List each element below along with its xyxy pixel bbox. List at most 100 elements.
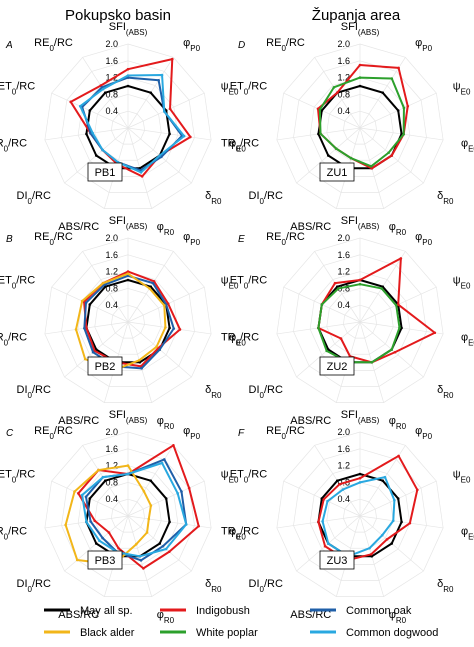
data-point-black-alder	[164, 326, 167, 329]
data-point-common-dogwood	[184, 523, 188, 526]
legend-item-white-poplar: White poplar	[160, 627, 258, 639]
axis-label: DI0/RC	[17, 190, 51, 206]
data-point-may-all-sp	[138, 360, 142, 364]
data-point-common-dogwood	[101, 148, 104, 152]
data-point-white-poplar	[370, 360, 374, 364]
axis-label: φP0	[415, 425, 432, 441]
axis-label: φP0	[415, 37, 432, 53]
axis-label: ET0/RC	[230, 81, 268, 97]
panel-id: ZU1	[327, 167, 348, 179]
data-point-black-alder	[74, 328, 78, 331]
data-point-indigobush	[397, 66, 400, 70]
axis-label: RE0/RC	[34, 231, 73, 247]
data-point-may-all-sp	[390, 542, 394, 545]
axis-label: φE0	[229, 138, 246, 154]
data-point-indigobush	[390, 154, 394, 157]
data-point-indigobush	[399, 257, 403, 260]
axis-label: φR0	[157, 415, 175, 431]
axis-label: DI0/RC	[249, 190, 283, 206]
axis-label: φE0	[461, 332, 474, 348]
data-point-common-dogwood	[160, 73, 164, 77]
axis-label: δR0	[437, 384, 454, 400]
data-point-indigobush	[189, 135, 192, 139]
tick-label: 1.6	[337, 444, 350, 454]
data-point-indigobush	[187, 486, 191, 490]
data-point-black-alder	[101, 281, 105, 285]
panel-id: PB1	[95, 167, 116, 179]
tick-label: 0.8	[105, 477, 118, 487]
data-point-may-all-sp	[164, 497, 168, 500]
panel-id-box	[87, 162, 123, 182]
data-point-common-dogwood	[341, 488, 345, 491]
data-point-white-poplar	[334, 147, 338, 150]
tick-label: 1.2	[105, 461, 118, 471]
grid-ring	[44, 237, 212, 403]
data-point-indigobush	[385, 538, 389, 541]
legend-item-may-all-sp: May all sp.	[44, 605, 133, 617]
grid-ring	[61, 254, 195, 387]
tick-label: 2.0	[337, 233, 350, 243]
data-point-indigobush	[358, 278, 362, 282]
axis-label: φP0	[183, 37, 200, 53]
data-point-common-oak	[163, 458, 166, 461]
axis-label: φR0	[389, 415, 407, 431]
axis-label: δR0	[205, 190, 222, 206]
series-line-common-dogwood	[81, 462, 188, 558]
data-point-indigobush	[197, 524, 200, 528]
axis-label: ET0/RC	[0, 469, 35, 485]
data-point-common-dogwood	[162, 110, 166, 113]
data-point-may-all-sp	[168, 326, 171, 330]
data-point-white-poplar	[369, 164, 373, 168]
legend-label: Black alder	[80, 627, 135, 639]
data-point-may-all-sp	[158, 542, 162, 545]
axis-label: ET0/RC	[0, 275, 35, 291]
data-point-may-all-sp	[396, 497, 400, 500]
data-point-common-dogwood	[391, 519, 395, 523]
grid-ring	[111, 110, 145, 145]
axis-label: ABS/RC	[58, 609, 99, 621]
data-point-common-dogwood	[176, 492, 179, 495]
series-line-indigobush	[317, 257, 436, 364]
data-point-common-dogwood	[101, 87, 105, 91]
axis-label: ψE0	[453, 469, 471, 485]
legend-item-black-alder: Black alder	[44, 627, 135, 639]
panel-id-box	[319, 550, 355, 570]
radar-panel-c: 0.4 0.8 1.2 1.6 2.0 SFI(ABS) φP0 ψE0 φE0 δR0 φR0 AB…	[0, 409, 246, 624]
legend: May all sp. Indigobush Common oak Black ald…	[44, 605, 438, 639]
data-point-indigobush	[369, 552, 373, 556]
axis-label: TR0/RC	[221, 332, 259, 348]
data-point-indigobush	[107, 531, 111, 534]
data-point-white-poplar	[358, 76, 362, 79]
data-point-black-alder	[83, 357, 87, 361]
axis-label: TR0/RC	[0, 526, 27, 542]
data-point-may-all-sp	[335, 479, 339, 482]
data-point-common-oak	[172, 327, 176, 330]
tick-label: 0.4	[337, 494, 350, 504]
grid-ring	[94, 94, 162, 161]
axis-label: ET0/RC	[230, 469, 268, 485]
data-point-white-poplar	[390, 348, 394, 351]
data-point-white-poplar	[358, 282, 362, 286]
radar-panel-d: 0.4 0.8 1.2 1.6 2.0 SFI(ABS) φP0 ψE0 φE0 δR0 φR0 AB…	[221, 21, 474, 236]
data-point-common-dogwood	[383, 475, 387, 479]
data-point-common-dogwood	[321, 520, 324, 523]
data-point-may-all-sp	[126, 84, 130, 88]
data-point-common-dogwood	[160, 461, 164, 465]
axis-label: RE0/RC	[266, 37, 305, 53]
tick-label: 0.8	[105, 89, 118, 99]
axis-label: φP0	[183, 231, 200, 247]
panel-id-box	[319, 162, 355, 182]
data-point-indigobush	[168, 107, 172, 111]
data-point-common-dogwood	[326, 499, 329, 503]
data-point-white-poplar	[394, 304, 398, 307]
data-point-black-alder	[73, 490, 76, 493]
axis-label: ψE0	[221, 275, 239, 291]
data-point-may-all-sp	[370, 554, 374, 558]
legend-label: Indigobush	[196, 605, 250, 617]
data-point-black-alder	[126, 464, 130, 467]
tick-label: 0.4	[337, 300, 350, 310]
legend-item-common-oak: Common oak	[310, 605, 412, 617]
tick-label: 2.0	[105, 39, 118, 49]
axis-label: DI0/RC	[249, 384, 283, 400]
